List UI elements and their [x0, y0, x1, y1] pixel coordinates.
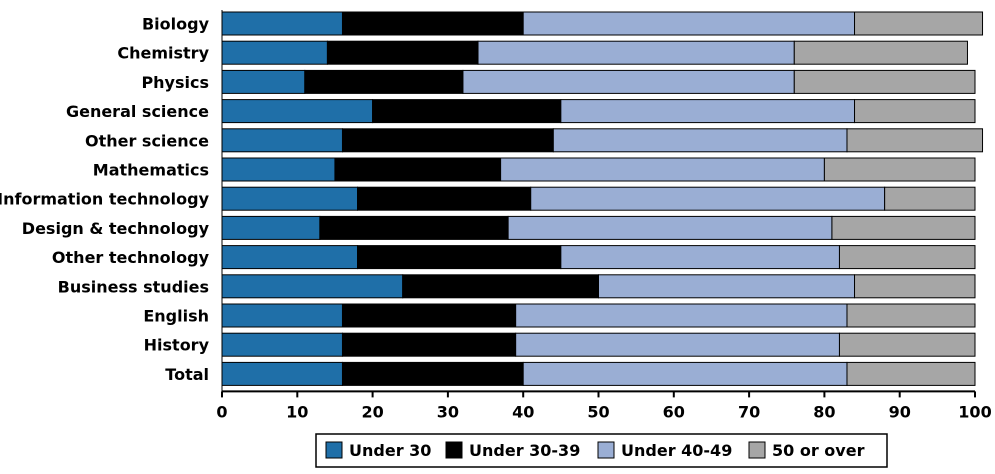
bar-segment [221, 303, 343, 328]
bar-segment [357, 245, 562, 270]
x-tick-label: 30 [437, 402, 459, 421]
category-label: Other science [85, 131, 209, 150]
bar-segment [221, 128, 343, 153]
bar-segment [221, 157, 336, 182]
legend-label: Under 30-39 [469, 441, 580, 460]
bar-segment [304, 69, 464, 94]
category-label: Design & technology [22, 219, 210, 238]
legend-label: Under 40-49 [621, 441, 732, 460]
legend-swatch [325, 441, 343, 459]
bar-segment [341, 332, 517, 357]
bars [221, 11, 984, 386]
bar-segment [221, 11, 343, 36]
legend-swatch [445, 441, 463, 459]
bar-segment [793, 40, 968, 65]
bar-segment [221, 245, 359, 270]
legend-swatch [748, 441, 766, 459]
bar-segment [560, 245, 840, 270]
bar-segment [854, 99, 976, 124]
category-label: Mathematics [93, 161, 209, 180]
bar-segment [402, 274, 599, 299]
x-tick-label: 80 [813, 402, 835, 421]
bar-segment [221, 361, 343, 386]
bar-segment [793, 69, 976, 94]
bar-segment [560, 99, 856, 124]
bar-segment [326, 40, 479, 65]
bar-segment [341, 128, 554, 153]
bar-segment [831, 215, 976, 240]
bar-segment [341, 11, 524, 36]
bar-segment [846, 128, 984, 153]
bar-segment [838, 332, 976, 357]
bar-segment [854, 11, 984, 36]
bar-segment [515, 332, 840, 357]
bar-segment [846, 361, 976, 386]
category-label: Business studies [58, 277, 209, 296]
x-tick-label: 60 [663, 402, 685, 421]
bar-segment [515, 303, 848, 328]
x-tick-label: 50 [587, 402, 609, 421]
bar-segment [854, 274, 976, 299]
bar-segment [823, 157, 976, 182]
x-axis: 0 10 20 30 40 50 60 70 80 90 100 [216, 10, 992, 421]
bar-segment [500, 157, 825, 182]
category-label: Physics [141, 73, 209, 92]
bar-segment [507, 215, 833, 240]
x-tick-label: 0 [216, 402, 227, 421]
category-label: General science [66, 102, 209, 121]
category-label: Information technology [0, 190, 210, 209]
bar-segment [221, 274, 404, 299]
category-label: Biology [142, 15, 210, 34]
legend-label: 50 or over [772, 441, 865, 460]
bar-segment [462, 69, 795, 94]
category-label: Other technology [52, 248, 210, 267]
bar-segment [221, 332, 343, 357]
bar-segment [838, 245, 976, 270]
legend-label: Under 30 [349, 441, 431, 460]
category-label: Chemistry [117, 44, 209, 63]
bar-segment [372, 99, 562, 124]
bar-segment [319, 215, 509, 240]
bar-segment [846, 303, 976, 328]
bar-segment [522, 11, 856, 36]
legend-swatch [597, 441, 615, 459]
bar-segment [341, 361, 524, 386]
bar-segment [221, 186, 359, 211]
bar-segment [334, 157, 502, 182]
bar-segment [884, 186, 976, 211]
bar-segment [221, 40, 328, 65]
legend: Under 30 Under 30-39 Under 40-49 50 or over [315, 433, 888, 468]
x-tick-label: 90 [889, 402, 911, 421]
bar-segment [598, 274, 856, 299]
bar-segment [522, 361, 848, 386]
x-tick-label: 100 [958, 402, 991, 421]
bar-segment [357, 186, 532, 211]
bar-segment [221, 99, 374, 124]
bar-segment [341, 303, 517, 328]
bar-segment [530, 186, 886, 211]
x-tick-label: 40 [512, 402, 534, 421]
category-label: English [143, 307, 209, 326]
bar-segment [552, 128, 848, 153]
x-tick-label: 70 [738, 402, 760, 421]
x-tick-label: 10 [286, 402, 308, 421]
category-label: History [144, 336, 210, 355]
bar-segment [221, 215, 321, 240]
x-tick-label: 20 [361, 402, 383, 421]
category-labels: Biology Chemistry Physics General science Ot… [0, 15, 210, 384]
bar-segment [221, 69, 306, 94]
category-label: Total [165, 365, 209, 384]
bar-segment [477, 40, 795, 65]
